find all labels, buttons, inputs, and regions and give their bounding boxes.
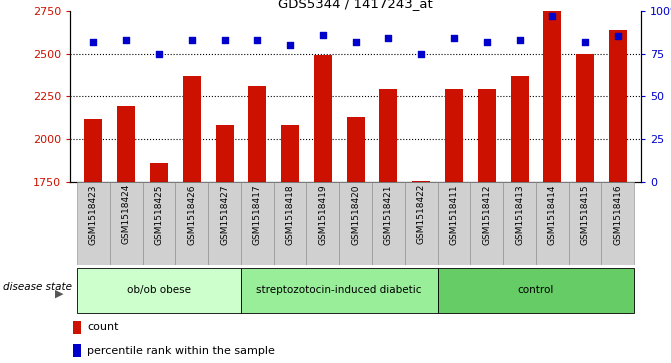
Point: [252, 37, 262, 43]
Bar: [77, 182, 110, 265]
Text: control: control: [518, 285, 554, 295]
Text: GSM1518413: GSM1518413: [515, 184, 524, 245]
Point: [317, 32, 328, 38]
Bar: [470, 182, 503, 265]
Point: [481, 39, 492, 45]
Bar: [412, 181, 430, 363]
Point: [350, 39, 361, 45]
Text: GSM1518426: GSM1518426: [187, 184, 196, 245]
Text: GSM1518418: GSM1518418: [286, 184, 295, 245]
Bar: [307, 182, 340, 265]
Bar: [85, 119, 103, 363]
Point: [547, 13, 558, 19]
Text: GSM1518427: GSM1518427: [220, 184, 229, 245]
Bar: [241, 268, 437, 313]
Point: [121, 37, 132, 43]
Bar: [73, 321, 81, 334]
Point: [219, 37, 230, 43]
Bar: [274, 182, 307, 265]
Point: [514, 37, 525, 43]
Text: GSM1518419: GSM1518419: [318, 184, 327, 245]
Bar: [478, 89, 496, 363]
Bar: [569, 182, 601, 265]
Bar: [110, 182, 142, 265]
Text: GSM1518425: GSM1518425: [154, 184, 164, 245]
Bar: [208, 182, 241, 265]
Bar: [405, 182, 437, 265]
Bar: [379, 89, 397, 363]
Bar: [609, 30, 627, 363]
Bar: [601, 182, 634, 265]
Bar: [536, 182, 569, 265]
Title: GDS5344 / 1417243_at: GDS5344 / 1417243_at: [278, 0, 433, 10]
Bar: [544, 11, 562, 363]
Bar: [73, 344, 81, 357]
Bar: [77, 268, 241, 313]
Bar: [150, 163, 168, 363]
Bar: [347, 117, 364, 363]
Bar: [241, 182, 274, 265]
Bar: [372, 182, 405, 265]
Bar: [142, 182, 175, 265]
Point: [154, 51, 164, 57]
Bar: [511, 76, 529, 363]
Point: [416, 51, 427, 57]
Text: ▶: ▶: [55, 289, 64, 299]
Point: [285, 42, 295, 48]
Bar: [281, 125, 299, 363]
Point: [383, 35, 394, 41]
Text: GSM1518424: GSM1518424: [121, 184, 131, 244]
Text: GSM1518423: GSM1518423: [89, 184, 98, 245]
Bar: [314, 55, 332, 363]
Point: [580, 39, 590, 45]
Text: GSM1518420: GSM1518420: [351, 184, 360, 245]
Text: count: count: [87, 322, 119, 332]
Point: [88, 39, 99, 45]
Bar: [445, 89, 463, 363]
Text: disease state: disease state: [3, 282, 72, 292]
Bar: [183, 76, 201, 363]
Point: [187, 37, 197, 43]
Bar: [215, 125, 234, 363]
Bar: [503, 182, 536, 265]
Text: GSM1518411: GSM1518411: [450, 184, 458, 245]
Bar: [175, 182, 208, 265]
Bar: [117, 106, 135, 363]
Text: GSM1518416: GSM1518416: [613, 184, 623, 245]
Bar: [340, 182, 372, 265]
Text: GSM1518417: GSM1518417: [253, 184, 262, 245]
Bar: [437, 182, 470, 265]
Text: GSM1518412: GSM1518412: [482, 184, 491, 245]
Point: [449, 35, 460, 41]
Text: ob/ob obese: ob/ob obese: [127, 285, 191, 295]
Point: [613, 33, 623, 39]
Bar: [576, 53, 594, 363]
Text: GSM1518415: GSM1518415: [580, 184, 590, 245]
Bar: [248, 86, 266, 363]
Text: streptozotocin-induced diabetic: streptozotocin-induced diabetic: [256, 285, 422, 295]
Text: percentile rank within the sample: percentile rank within the sample: [87, 346, 275, 356]
Text: GSM1518422: GSM1518422: [417, 184, 425, 244]
Text: GSM1518414: GSM1518414: [548, 184, 557, 245]
Bar: [437, 268, 634, 313]
Text: GSM1518421: GSM1518421: [384, 184, 393, 245]
